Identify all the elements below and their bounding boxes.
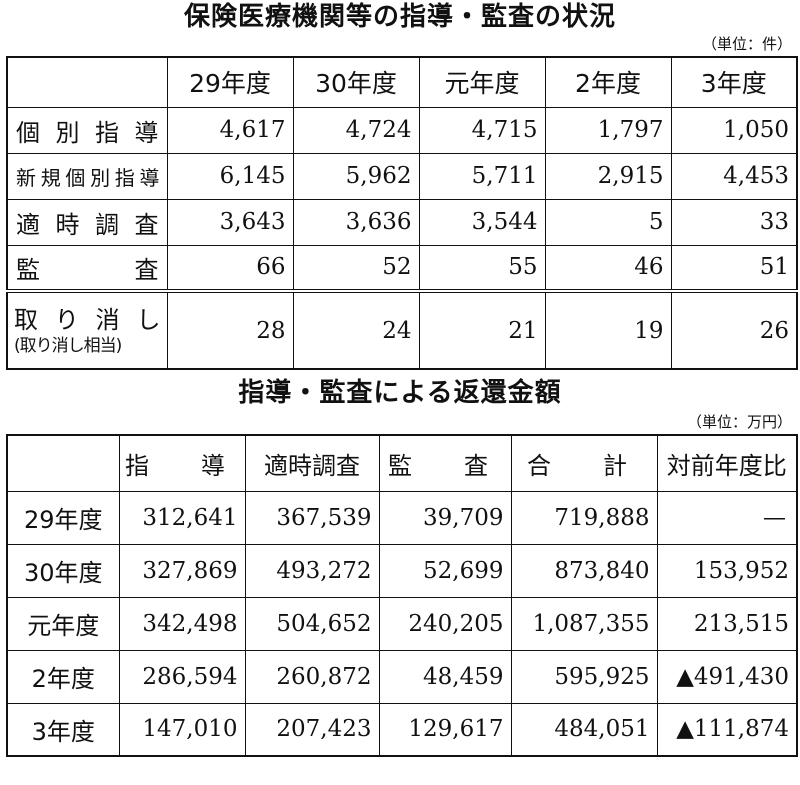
row-header-sub: (取り消し相当) (14, 335, 122, 356)
table-row: 30年度 327,869 493,272 52,699 873,840 153,… (6, 543, 798, 598)
table-cell: ▲111,874 (656, 702, 798, 757)
row-header: 新規個別指導 (6, 152, 168, 200)
refund-amount-section: 指導・監査による返還金額 （単位：万円） 指 導 適時調査 監 査 合 計 対前… (0, 370, 800, 757)
table-cell: 52,699 (378, 543, 512, 598)
table-cell: 207,423 (244, 702, 380, 757)
table-cell: 595,925 (510, 649, 658, 704)
table-cell: ▲491,430 (656, 649, 798, 704)
table-cell: 33 (670, 198, 798, 246)
column-header: 指 導 (118, 434, 246, 492)
row-header: 3年度 (6, 702, 120, 757)
table-cell: 3,643 (166, 198, 294, 246)
table-cell: 1,050 (670, 106, 798, 154)
table-row: 29年度 312,641 367,539 39,709 719,888 — (6, 490, 798, 545)
table-cell: 52 (292, 244, 420, 292)
table-cell: 484,051 (510, 702, 658, 757)
table-cell: 28 (166, 289, 294, 370)
table-cell: 1,087,355 (510, 596, 658, 651)
refund-table-unit: （単位：万円） (686, 413, 792, 431)
table-cell: 312,641 (118, 490, 246, 545)
row-header: 29年度 (6, 490, 120, 545)
column-header: 対前年度比 (656, 434, 798, 492)
row-header-main: 取り消し (14, 305, 161, 334)
row-header: 監 査 (6, 244, 168, 292)
row-header: 適時調査 (6, 198, 168, 246)
column-header: 2年度 (544, 56, 672, 108)
table-cell: 48,459 (378, 649, 512, 704)
table-cell: 1,797 (544, 106, 672, 154)
table-cell: 327,869 (118, 543, 246, 598)
table-cell: 213,515 (656, 596, 798, 651)
table-header-row: 29年度 30年度 元年度 2年度 3年度 (6, 56, 798, 108)
row-header: 元年度 (6, 596, 120, 651)
table-cell: 3,636 (292, 198, 420, 246)
table-cell: 2,915 (544, 152, 672, 200)
table-cell: 4,617 (166, 106, 294, 154)
row-header: 30年度 (6, 543, 120, 598)
table-cell: 51 (670, 244, 798, 292)
table-cell: 873,840 (510, 543, 658, 598)
table-cell: 4,724 (292, 106, 420, 154)
table-cell: 367,539 (244, 490, 380, 545)
table-cell: 21 (418, 289, 546, 370)
table-cell: 129,617 (378, 702, 512, 757)
table-cell: 55 (418, 244, 546, 292)
row-header: 個別指導 (6, 106, 168, 154)
inspection-status-section: 保険医療機関等の指導・監査の状況 （単位：件） 29年度 30年度 元年度 2年… (0, 0, 800, 370)
column-header: 合 計 (510, 434, 658, 492)
column-header: 30年度 (292, 56, 420, 108)
table-cell: 46 (544, 244, 672, 292)
table-cell: 6,145 (166, 152, 294, 200)
table-row: 適時調査 3,643 3,636 3,544 5 33 (6, 198, 798, 246)
refund-amount-table: 指 導 適時調査 監 査 合 計 対前年度比 29年度 312,641 367,… (6, 434, 798, 757)
inspection-status-table: 29年度 30年度 元年度 2年度 3年度 個別指導 4,617 4,724 4… (6, 56, 798, 370)
table-cell: 240,205 (378, 596, 512, 651)
table-row: 監 査 66 52 55 46 51 (6, 244, 798, 292)
table-cell: 5,711 (418, 152, 546, 200)
table-row: 個別指導 4,617 4,724 4,715 1,797 1,050 (6, 106, 798, 154)
column-header: 監 査 (378, 434, 512, 492)
table-cell: 5,962 (292, 152, 420, 200)
table-row: 3年度 147,010 207,423 129,617 484,051 ▲111… (6, 702, 798, 757)
table-cell: 260,872 (244, 649, 380, 704)
table-cell: 286,594 (118, 649, 246, 704)
table-cell: 719,888 (510, 490, 658, 545)
table-row: 2年度 286,594 260,872 48,459 595,925 ▲491,… (6, 649, 798, 704)
inspection-table-title: 保険医療機関等の指導・監査の状況 (183, 2, 616, 32)
inspection-table-unit: （単位：件） (701, 35, 792, 53)
table-cell: 342,498 (118, 596, 246, 651)
table-cell: 26 (670, 289, 798, 370)
table-cell: 39,709 (378, 490, 512, 545)
table-cell: 5 (544, 198, 672, 246)
column-header: 元年度 (418, 56, 546, 108)
column-header: 適時調査 (244, 434, 380, 492)
row-header: 取り消し (取り消し相当) (6, 289, 168, 370)
table-row: 新規個別指導 6,145 5,962 5,711 2,915 4,453 (6, 152, 798, 200)
table-row: 取り消し (取り消し相当) 28 24 21 19 26 (6, 289, 798, 370)
table-cell: — (656, 490, 798, 545)
table-cell: 3,544 (418, 198, 546, 246)
table-cell: 4,453 (670, 152, 798, 200)
table-cell: 66 (166, 244, 294, 292)
corner-cell (6, 434, 120, 492)
table-cell: 504,652 (244, 596, 380, 651)
column-header: 3年度 (670, 56, 798, 108)
table-cell: 153,952 (656, 543, 798, 598)
corner-cell (6, 56, 168, 108)
table-cell: 19 (544, 289, 672, 370)
table-cell: 4,715 (418, 106, 546, 154)
row-header: 2年度 (6, 649, 120, 704)
table-row: 元年度 342,498 504,652 240,205 1,087,355 21… (6, 596, 798, 651)
table-cell: 24 (292, 289, 420, 370)
column-header: 29年度 (166, 56, 294, 108)
table-header-row: 指 導 適時調査 監 査 合 計 対前年度比 (6, 434, 798, 492)
table-cell: 147,010 (118, 702, 246, 757)
refund-table-title: 指導・監査による返還金額 (238, 378, 562, 408)
table-cell: 493,272 (244, 543, 380, 598)
